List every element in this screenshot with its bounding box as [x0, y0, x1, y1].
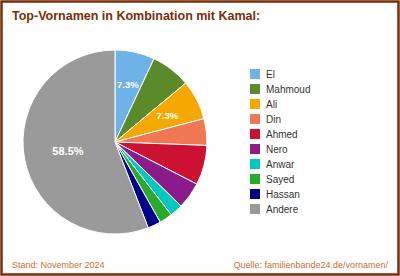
legend-swatch [250, 84, 260, 94]
footer: Quelle: familienbande24.de/vornamen/ [233, 260, 388, 270]
legend-label: Sayed [266, 174, 294, 185]
data-label: 7.3% [117, 79, 139, 90]
legend-label: Nero [266, 144, 288, 155]
legend-swatch [250, 189, 260, 199]
slice [23, 50, 148, 234]
legend-swatch [250, 69, 260, 79]
legend-label: Andere [266, 204, 299, 215]
slice [115, 119, 207, 146]
legend-label: El [266, 69, 275, 80]
title: Top-Vornamen in Kombination mit Kamal: [12, 9, 260, 23]
border [2, 2, 399, 275]
pie [23, 50, 207, 234]
legend-label: Anwar [266, 159, 295, 170]
legend-label: Hassan [266, 189, 300, 200]
legend-swatch [250, 174, 260, 184]
legend-label: Din [266, 114, 281, 125]
legend-swatch [250, 204, 260, 214]
legend-swatch [250, 99, 260, 109]
data-label: 58.5% [52, 145, 83, 157]
legend-label: Ali [266, 99, 277, 110]
footer: Stand: November 2024 [12, 260, 105, 270]
data-label: 7.3% [157, 110, 179, 121]
legend-label: Ahmed [266, 129, 298, 140]
legend-swatch [250, 114, 260, 124]
legend-label: Mahmoud [266, 84, 310, 95]
legend: El Mahmoud Ali Din Ahmed Nero Anwar Sayed Hassan… [250, 69, 310, 215]
legend-swatch [250, 144, 260, 154]
legend-swatch [250, 159, 260, 169]
chart: Top-Vornamen in Kombination mit Kamal: 7.… [0, 0, 400, 276]
legend-swatch [250, 129, 260, 139]
